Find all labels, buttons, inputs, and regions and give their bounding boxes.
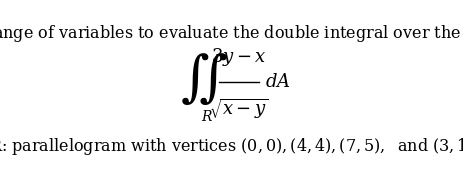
Text: R: parallelogram with vertices $(0, 0), (4, 4), (7, 5),\;$ and $(3, 1)$: R: parallelogram with vertices $(0, 0), … [0, 136, 463, 157]
Text: $R$: $R$ [200, 109, 213, 124]
Text: $\iint$: $\iint$ [180, 51, 227, 107]
Text: $3y - x$: $3y - x$ [211, 46, 266, 68]
Text: Use a change of variables to evaluate the double integral over the region $R$.: Use a change of variables to evaluate th… [0, 23, 463, 44]
Text: $dA$: $dA$ [264, 73, 290, 91]
Text: $\sqrt{x - y}$: $\sqrt{x - y}$ [209, 97, 268, 121]
